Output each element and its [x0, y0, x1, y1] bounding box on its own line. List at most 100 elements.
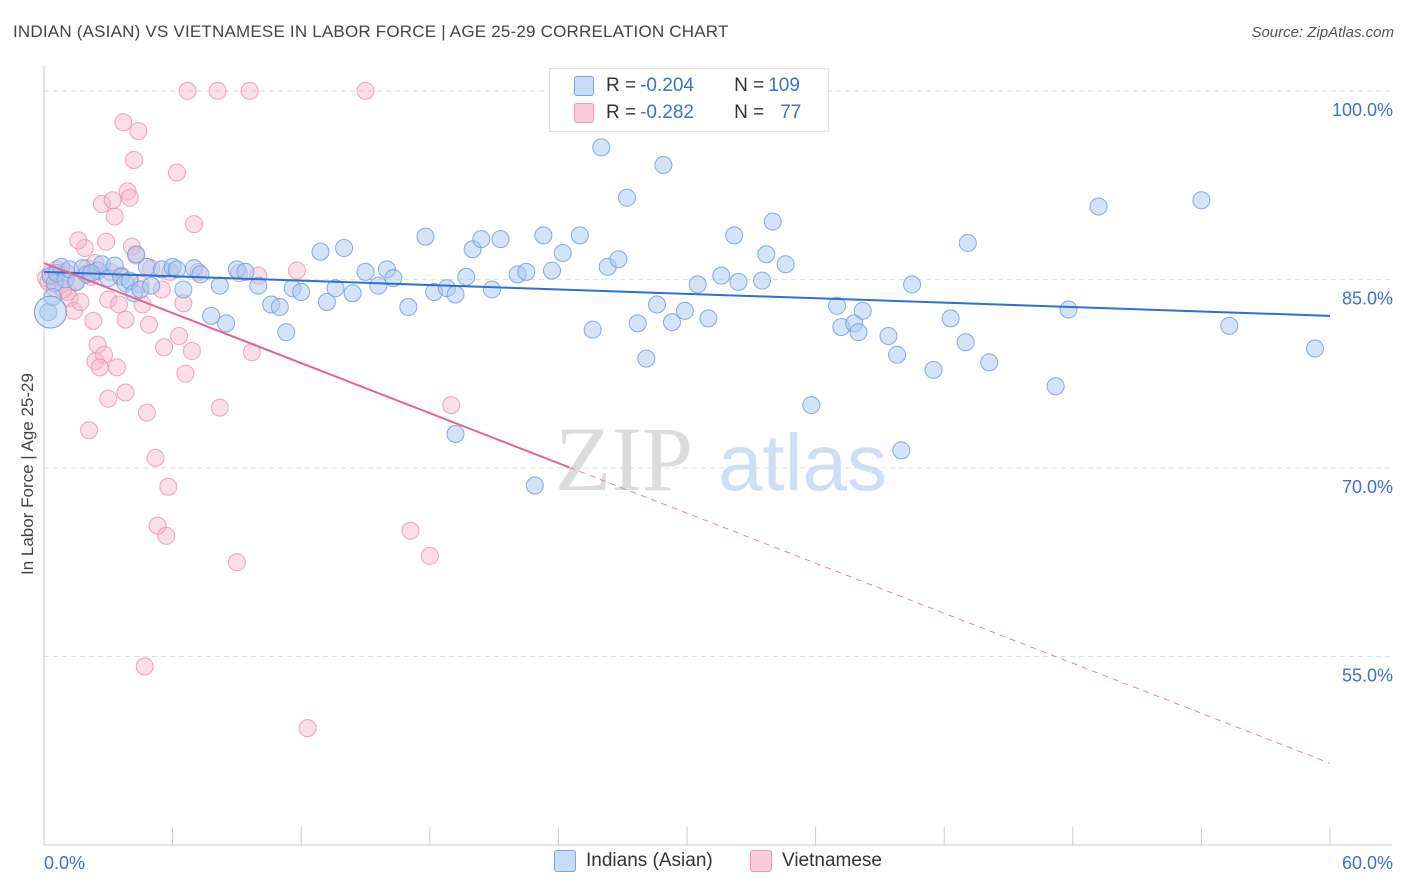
vietnamese-points — [37, 81, 461, 738]
axes — [43, 66, 1392, 846]
n-label: N = — [734, 102, 765, 123]
indians-asian-point — [127, 245, 146, 264]
vietnamese-point — [155, 338, 174, 357]
indians-asian-point — [980, 353, 999, 372]
vietnamese-point — [129, 122, 148, 141]
correlation-legend: R = -0.204 N = 109 R = -0.282 N = 77 — [549, 68, 829, 132]
vietnamese-point — [420, 546, 439, 565]
vietnamese-point — [105, 207, 124, 226]
indians-asian-point — [217, 314, 236, 333]
indians-asian-point — [317, 293, 336, 312]
watermark: ZIP atlas — [555, 408, 887, 510]
vietnamese-point — [114, 113, 133, 132]
vietnamese-point — [116, 383, 135, 402]
indians-asian-point — [472, 230, 491, 249]
y-tick-label: 55.0% — [1342, 665, 1393, 685]
indians-asian-point — [879, 326, 898, 345]
series-legend: Indians (Asian) Vietnamese — [0, 850, 1406, 876]
indians-asian-point — [210, 276, 229, 295]
indians-asian-point — [1192, 191, 1211, 210]
vietnamese-point — [99, 290, 118, 309]
indians-asian-point — [688, 275, 707, 294]
n-label: N = — [734, 75, 765, 96]
vietnamese-point — [69, 231, 88, 250]
indians-asian-point — [609, 250, 628, 269]
vietnamese-point — [356, 81, 375, 100]
legend-item-indians: Indians (Asian) — [554, 850, 713, 872]
indians-asian-point — [369, 276, 388, 295]
indians-asian-point — [356, 262, 375, 281]
indians-asian-point — [1220, 316, 1239, 335]
indians-asian-point — [617, 188, 636, 207]
indians-asian-point — [570, 226, 589, 245]
vietnamese-point — [103, 191, 122, 210]
indians-asian-point — [236, 262, 255, 281]
indians-asian-point — [763, 212, 782, 231]
tick-labels: 55.0% 70.0% 85.0% 100.0% 0.0% 60.0% — [44, 100, 1393, 873]
indians-asian-point — [1046, 377, 1065, 396]
indians-asian-point — [956, 333, 975, 352]
legend-label-vietnamese: Vietnamese — [782, 850, 882, 871]
indians-asian-point — [542, 261, 561, 280]
r-label: R = — [606, 75, 637, 96]
vietnamese-point — [137, 403, 156, 422]
indians-asian-point — [343, 284, 362, 303]
indians-asian-point — [517, 262, 536, 281]
indians-asian-point — [729, 272, 748, 291]
vietnamese-point — [185, 215, 204, 234]
indians-asian-point — [191, 265, 210, 284]
vietnamese-point — [65, 301, 84, 320]
indians-asian-point — [776, 255, 795, 274]
indians-asian-point — [311, 242, 330, 261]
indians-asian-point — [202, 306, 221, 325]
vietnamese-point — [170, 326, 189, 345]
indians-asian-point — [628, 314, 647, 333]
indians-asian-point — [137, 257, 156, 276]
indians-asian-point — [553, 243, 572, 262]
vietnamese-point — [442, 396, 461, 415]
n-value: 77 — [780, 102, 802, 123]
indians-asian-point — [903, 275, 922, 294]
indians-asian-point — [592, 138, 611, 157]
vietnamese-point — [88, 335, 107, 354]
legend-item-vietnamese: Vietnamese — [750, 850, 882, 872]
indians-asian-point — [446, 424, 465, 443]
indians-asian-point — [525, 476, 544, 495]
trend-lines — [43, 262, 1331, 764]
indians-asian-point — [712, 266, 731, 285]
indians-asian-point — [699, 309, 718, 328]
indians-asian-point — [853, 301, 872, 320]
vietnamese-point — [135, 657, 154, 676]
vietnamese-point — [92, 194, 111, 213]
indians-asian-point — [457, 267, 476, 286]
blue-swatch — [554, 850, 576, 872]
vietnamese-point — [125, 150, 144, 169]
vietnamese-point — [176, 364, 195, 383]
indians-asian-point — [249, 276, 268, 295]
vietnamese-point — [227, 553, 246, 572]
vietnamese-point — [84, 311, 103, 330]
indians-asian-point — [270, 298, 289, 317]
vietnamese-trend-line — [43, 262, 570, 469]
indians-asian-point — [482, 280, 501, 299]
vietnamese-point — [107, 358, 126, 377]
indians-asian-point — [491, 230, 510, 249]
vietnamese-point — [90, 358, 109, 377]
grid-lines — [44, 90, 1392, 657]
indians-asian-point — [416, 227, 435, 246]
indians-asian-point — [277, 323, 296, 342]
r-value: -0.282 — [640, 102, 694, 123]
indians-asian-point — [292, 282, 311, 301]
indians-asian-point — [647, 295, 666, 314]
vietnamese-point — [140, 315, 159, 334]
indians-asian-point — [892, 441, 911, 460]
indians-asian-point — [654, 156, 673, 175]
chart-title: INDIAN (ASIAN) VS VIETNAMESE IN LABOR FO… — [13, 22, 729, 41]
indians-asian-point — [446, 285, 465, 304]
indians-asian-point — [958, 233, 977, 252]
y-tick-label: 100.0% — [1332, 100, 1393, 120]
vietnamese-point — [120, 188, 139, 207]
indians-asian-point — [335, 238, 354, 257]
indians-asian-point — [384, 269, 403, 288]
